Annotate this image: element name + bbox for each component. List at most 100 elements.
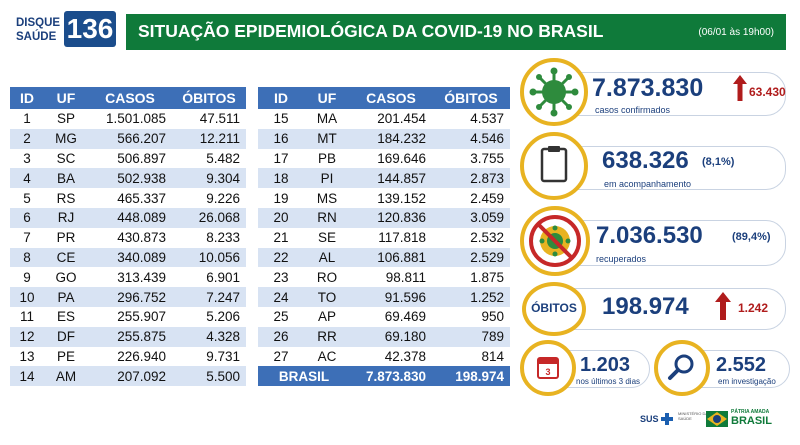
cell-obitos: 2.529 <box>432 247 510 268</box>
table-row: 16 MT 184.232 4.546 <box>258 128 510 149</box>
table-row: 22 AL 106.881 2.529 <box>258 247 510 268</box>
cell-casos: 226.940 <box>88 346 172 367</box>
icon-circle <box>520 132 588 200</box>
page-title: SITUAÇÃO EPIDEMIOLÓGICA DA COVID-19 NO B… <box>138 21 604 41</box>
cell-obitos: 6.901 <box>172 267 246 288</box>
cell-uf: GO <box>44 267 88 288</box>
cell-id: 15 <box>258 109 304 129</box>
states-table-left: ID UF CASOS ÓBITOS 1 SP 1.501.085 47.511 2 MG… <box>10 87 246 387</box>
recuperados-pct: (89,4%) <box>732 231 771 243</box>
cell-casos: 340.089 <box>88 247 172 268</box>
cell-id: 19 <box>258 188 304 208</box>
footer-logos: SUS MINISTÉRIO DA SAÚDE PÁTRIA AMADA BRA… <box>640 405 772 435</box>
obitos-badge: ÓBITOS <box>531 301 577 315</box>
acompanhamento-pct: (8,1%) <box>702 156 735 168</box>
cell-id: 23 <box>258 267 304 288</box>
table-row: 5 RS 465.337 9.226 <box>10 188 246 208</box>
icon-circle <box>654 340 710 396</box>
cell-uf: SE <box>304 227 350 248</box>
table-row: 21 SE 117.818 2.532 <box>258 227 510 248</box>
cell-uf: MT <box>304 128 350 149</box>
cell-casos: 1.501.085 <box>88 109 172 129</box>
obitos-badge-circle: ÓBITOS <box>522 282 586 336</box>
cell-uf: RO <box>304 267 350 288</box>
cell-id: 6 <box>10 207 44 228</box>
table-row: 7 PR 430.873 8.233 <box>10 227 246 248</box>
cell-obitos: 8.233 <box>172 227 246 248</box>
cell-casos: 313.439 <box>88 267 172 288</box>
cell-obitos: 26.068 <box>172 207 246 228</box>
cell-casos: 184.232 <box>350 128 432 149</box>
total-obitos: 198.974 <box>432 366 510 387</box>
obitos-value: 198.974 <box>602 293 689 320</box>
states-table-right: ID UF CASOS ÓBITOS 15 MA 201.454 4.537 16 MT 1… <box>258 87 510 387</box>
obitos-increase: 1.242 <box>738 301 769 315</box>
cell-obitos: 12.211 <box>172 128 246 149</box>
cell-obitos: 5.482 <box>172 148 246 169</box>
brasil-text: BRASIL <box>731 415 772 427</box>
ultimos3dias-value: 1.203 <box>580 354 631 376</box>
table-row: 17 PB 169.646 3.755 <box>258 148 510 169</box>
logo-line1: DISQUE <box>16 17 61 29</box>
cell-obitos: 7.247 <box>172 287 246 307</box>
table-row: 3 SC 506.897 5.482 <box>10 148 246 169</box>
cell-obitos: 2.459 <box>432 188 510 208</box>
total-casos: 7.873.830 <box>350 366 432 387</box>
table-row: 1 SP 1.501.085 47.511 <box>10 109 246 129</box>
cell-obitos: 3.059 <box>432 207 510 228</box>
cell-id: 5 <box>10 188 44 208</box>
patria-amada-text: PÁTRIA AMADA <box>731 409 770 415</box>
cell-obitos: 814 <box>432 346 510 367</box>
acompanhamento-value: 638.326 <box>602 147 689 174</box>
cell-obitos: 950 <box>432 306 510 327</box>
recuperados-label: recuperados <box>596 254 647 264</box>
table-row: 12 DF 255.875 4.328 <box>10 326 246 347</box>
cell-obitos: 47.511 <box>172 109 246 129</box>
cell-uf: DF <box>44 326 88 347</box>
table-row: 9 GO 313.439 6.901 <box>10 267 246 288</box>
cell-casos: 169.646 <box>350 148 432 169</box>
cell-id: 1 <box>10 109 44 129</box>
cell-uf: AC <box>304 346 350 367</box>
table-row: 10 PA 296.752 7.247 <box>10 287 246 307</box>
cell-id: 11 <box>10 306 44 327</box>
sus-cross-icon <box>661 413 673 425</box>
cell-uf: RN <box>304 207 350 228</box>
col-id: ID <box>258 87 304 109</box>
cell-obitos: 9.304 <box>172 168 246 189</box>
table-row: 6 RJ 448.089 26.068 <box>10 207 246 228</box>
acompanhamento-label: em acompanhamento <box>604 179 692 189</box>
confirmados-label: casos confirmados <box>595 105 671 115</box>
cell-id: 16 <box>258 128 304 149</box>
cell-uf: AM <box>44 366 88 387</box>
cell-id: 26 <box>258 326 304 347</box>
cell-uf: RS <box>44 188 88 208</box>
arrow-up-icon <box>715 292 731 320</box>
cell-obitos: 789 <box>432 326 510 347</box>
cell-id: 22 <box>258 247 304 268</box>
cell-obitos: 3.755 <box>432 148 510 169</box>
cell-id: 9 <box>10 267 44 288</box>
cell-uf: PA <box>44 287 88 307</box>
icon-circle: 3 <box>520 340 576 396</box>
cell-casos: 207.092 <box>88 366 172 387</box>
cell-id: 24 <box>258 287 304 307</box>
cell-casos: 69.180 <box>350 326 432 347</box>
col-obitos: ÓBITOS <box>172 87 246 109</box>
cell-id: 10 <box>10 287 44 307</box>
cell-uf: SP <box>44 109 88 129</box>
col-uf: UF <box>44 87 88 109</box>
cell-casos: 465.337 <box>88 188 172 208</box>
cell-casos: 91.596 <box>350 287 432 307</box>
cell-id: 21 <box>258 227 304 248</box>
table-row: 15 MA 201.454 4.537 <box>258 109 510 129</box>
cell-casos: 566.207 <box>88 128 172 149</box>
ministerio-logo: MINISTÉRIO DA SAÚDE <box>678 411 708 421</box>
icon-circle <box>520 58 588 126</box>
cell-obitos: 4.537 <box>432 109 510 129</box>
clipboard-icon <box>540 146 568 183</box>
cell-casos: 448.089 <box>88 207 172 228</box>
cell-casos: 139.152 <box>350 188 432 208</box>
icon-circle <box>520 206 590 276</box>
table-row: 19 MS 139.152 2.459 <box>258 188 510 208</box>
